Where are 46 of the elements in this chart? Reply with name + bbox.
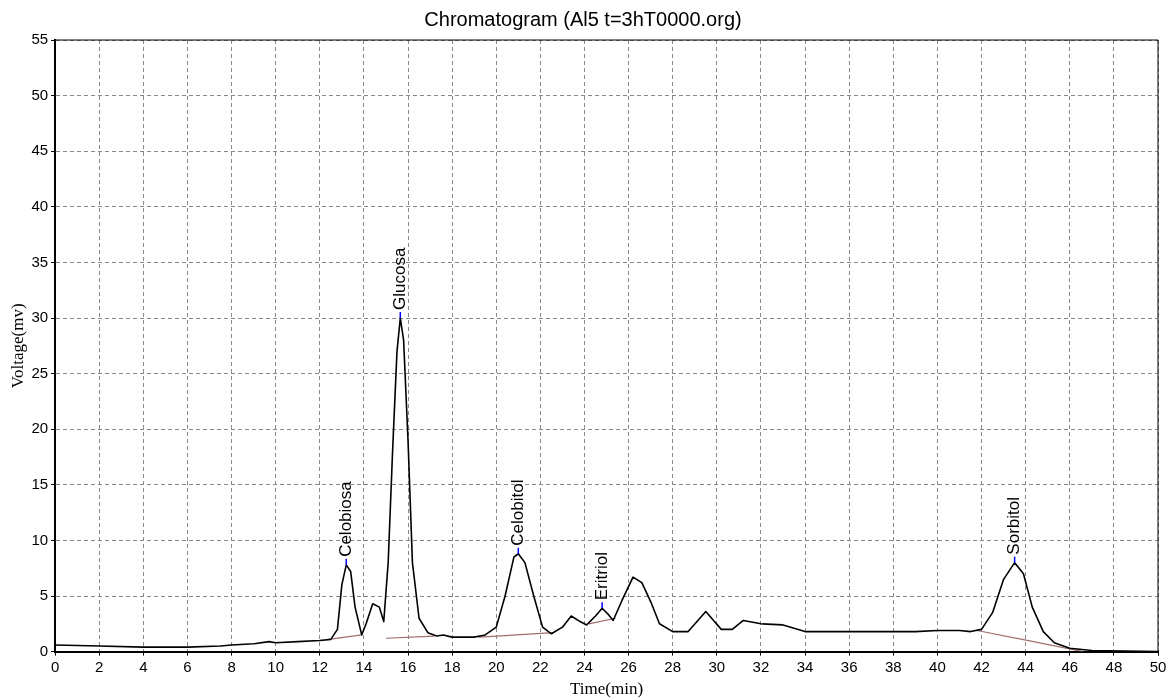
x-axis-title: Time(min) <box>570 679 644 699</box>
annotation: Celobiosa <box>335 480 355 557</box>
x-tick-label: 22 <box>532 657 549 675</box>
x-tick-label: 46 <box>1061 657 1079 675</box>
y-tick-label: 15 <box>31 474 49 492</box>
y-tick-label: 50 <box>31 85 49 103</box>
x-tick-label: 28 <box>664 657 682 675</box>
x-tick-label: 32 <box>752 657 770 675</box>
x-tick-label: 50 <box>1149 657 1167 675</box>
chart-title: Chromatogram (Al5 t=3hT0000.org) <box>424 7 742 30</box>
y-tick-label: 0 <box>39 641 49 659</box>
x-tick-label: 8 <box>227 657 236 675</box>
x-tick-label: 2 <box>95 657 104 675</box>
x-tick-label: 26 <box>620 657 637 675</box>
x-tick-label: 38 <box>884 657 902 675</box>
x-tick-label: 16 <box>399 657 417 675</box>
annotation: Celobitol <box>508 479 527 546</box>
y-tick-label: 20 <box>31 419 49 437</box>
x-tick-label: 14 <box>355 657 373 675</box>
y-tick-label: 40 <box>31 196 49 214</box>
x-tick-label: 30 <box>708 657 726 675</box>
x-tick-label: 6 <box>183 657 192 675</box>
annotation: Sorbitol <box>1004 497 1024 555</box>
y-tick-label: 5 <box>39 586 49 604</box>
annotation: Glucosa <box>389 247 409 310</box>
x-tick-label: 18 <box>443 657 461 675</box>
x-tick-label: 34 <box>796 657 814 675</box>
y-tick-label: 45 <box>31 141 49 159</box>
x-tick-label: 24 <box>576 657 593 675</box>
annotation: Eritriol <box>591 552 611 601</box>
y-tick-label: 25 <box>31 363 49 381</box>
y-axis-title: Voltage(mv) <box>7 303 27 389</box>
x-tick-label: 10 <box>267 657 285 675</box>
x-tick-label: 20 <box>487 657 505 675</box>
x-tick-label: 4 <box>139 657 148 675</box>
x-tick-label: 0 <box>50 657 60 675</box>
y-tick-label: 30 <box>31 308 49 326</box>
x-tick-label: 36 <box>840 657 858 675</box>
y-tick-label: 35 <box>31 252 49 270</box>
y-tick-label: 55 <box>31 30 49 48</box>
y-tick-label: 10 <box>31 530 49 548</box>
x-tick-label: 44 <box>1017 657 1034 675</box>
x-tick-label: 42 <box>973 657 990 675</box>
x-tick-label: 48 <box>1105 657 1123 675</box>
x-tick-label: 40 <box>929 657 946 675</box>
x-tick-label: 12 <box>311 657 329 675</box>
